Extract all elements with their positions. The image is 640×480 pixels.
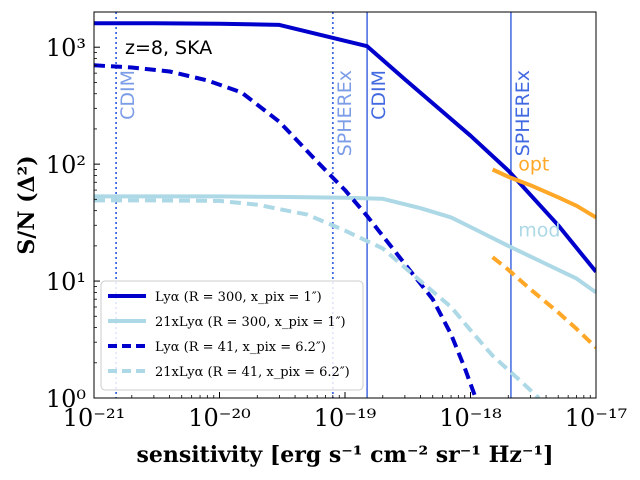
legend-label-0: Lyα (R = 300, x_pix = 1″) (155, 290, 322, 305)
x-tick-label-1: 10⁻²⁰ (188, 404, 250, 432)
vertical-line-label-3: SPHEREx (512, 70, 534, 156)
series-line-1 (94, 194, 596, 295)
y-axis-title: S/N (Δ²) (14, 155, 40, 254)
y-tick-label-1: 10¹ (46, 268, 86, 296)
vertical-line-label-2: CDIM (368, 70, 390, 120)
vertical-line-label-1: SPHEREx (334, 70, 356, 156)
y-tick-label-3: 10³ (46, 34, 86, 62)
y-tick-label-0: 10⁰ (46, 385, 86, 413)
legend-label-2: Lyα (R = 41, x_pix = 6.2″) (155, 340, 326, 355)
series-line-4 (491, 167, 596, 220)
legend: Lyα (R = 300, x_pix = 1″) 21xLyα (R = 300… (100, 280, 364, 391)
legend-box (100, 280, 364, 391)
x-tick-label-3: 10⁻¹⁸ (439, 404, 501, 432)
data-series (94, 21, 596, 398)
x-tick-label-0: 10⁻²¹ (63, 404, 125, 432)
x-axis-title: sensitivity [erg s⁻¹ cm⁻² sr⁻¹ Hz⁻¹] (136, 442, 553, 468)
series-label-opt: opt (518, 154, 549, 176)
x-tick-label-4: 10⁻¹⁷ (565, 404, 627, 432)
vertical-line-label-0: CDIM (117, 70, 139, 120)
axis-ticks: 10⁻²¹ 10⁻²⁰ 10⁻¹⁹ 10⁻¹⁸ 10⁻¹⁷ 10⁰ 10¹ 10² 10³ (46, 11, 627, 432)
plot-frame (93, 11, 597, 399)
x-tick-label-2: 10⁻¹⁹ (314, 404, 377, 432)
annotation-text: z=8, SKA (125, 37, 212, 59)
series-label-mod: mod (518, 220, 560, 242)
legend-label-1: 21xLyα (R = 300, x_pix = 1″) (155, 315, 346, 330)
series-line-2 (94, 63, 478, 398)
series-line-3 (94, 198, 541, 398)
series-line-0 (94, 21, 596, 274)
legend-label-3: 21xLyα (R = 41, x_pix = 6.2″) (155, 365, 350, 380)
y-tick-label-2: 10² (46, 151, 86, 179)
